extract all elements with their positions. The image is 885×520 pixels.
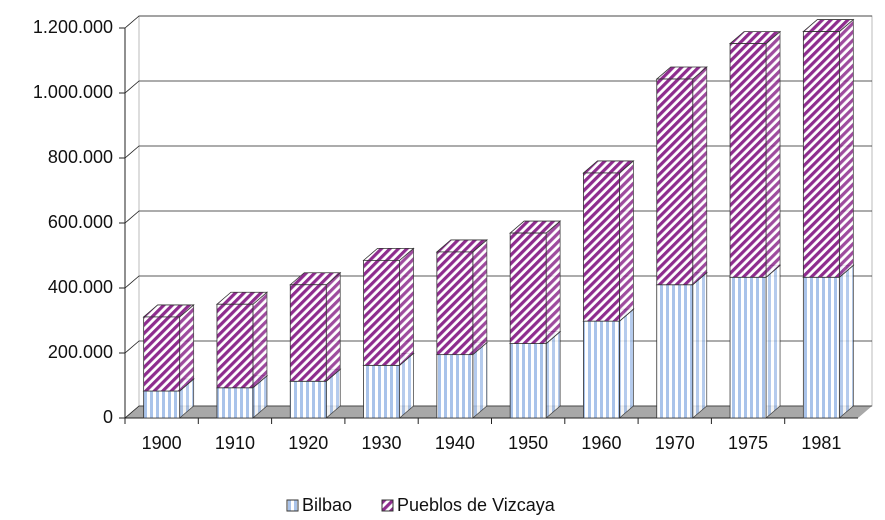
bar-side bbox=[765, 30, 781, 279]
y-tick-label: 400.000 bbox=[48, 277, 113, 297]
bar-side bbox=[838, 18, 854, 279]
y-tick-label: 0 bbox=[103, 407, 113, 427]
grid-line bbox=[124, 15, 872, 29]
legend-label: Pueblos de Vizcaya bbox=[397, 495, 556, 515]
bar bbox=[289, 284, 327, 382]
x-tick-label: 1940 bbox=[435, 433, 475, 453]
grid-line bbox=[124, 145, 872, 159]
bar-side bbox=[765, 264, 781, 419]
y-tick-label: 1.000.000 bbox=[33, 82, 113, 102]
x-tick-label: 1930 bbox=[362, 433, 402, 453]
y-tick-label: 800.000 bbox=[48, 147, 113, 167]
x-tick-label: 1975 bbox=[728, 433, 768, 453]
legend-swatch bbox=[286, 499, 299, 512]
bar bbox=[729, 43, 767, 278]
bar bbox=[363, 364, 400, 419]
legend-label: Bilbao bbox=[302, 495, 352, 515]
y-tick-label: 1.200.000 bbox=[33, 17, 113, 37]
bar-side bbox=[325, 271, 341, 383]
bar-side bbox=[399, 247, 414, 367]
bar bbox=[363, 259, 400, 366]
bar bbox=[656, 78, 694, 286]
x-tick-label: 1960 bbox=[581, 433, 621, 453]
bar bbox=[656, 284, 694, 419]
y-tick-label: 600.000 bbox=[48, 212, 113, 232]
y-tick-label: 200.000 bbox=[48, 342, 113, 362]
bar bbox=[216, 303, 254, 389]
bar-side bbox=[472, 341, 488, 419]
grid-line bbox=[124, 80, 872, 94]
bar-side bbox=[545, 330, 561, 419]
bar bbox=[583, 172, 620, 322]
bar-side bbox=[252, 291, 268, 389]
legend-swatch bbox=[381, 499, 394, 512]
bar bbox=[509, 232, 547, 344]
bar-side bbox=[692, 271, 708, 419]
bar-side bbox=[545, 220, 561, 345]
bar bbox=[802, 31, 840, 278]
bar bbox=[802, 276, 840, 419]
x-tick-label: 1970 bbox=[655, 433, 695, 453]
x-tick-label: 1950 bbox=[508, 433, 548, 453]
bar-side bbox=[619, 308, 634, 419]
bar-side bbox=[692, 66, 708, 286]
bar bbox=[436, 354, 474, 419]
bar bbox=[289, 380, 327, 419]
bar bbox=[583, 320, 620, 419]
bar bbox=[216, 387, 254, 419]
bar-side bbox=[619, 160, 634, 323]
bar-side bbox=[838, 264, 854, 419]
bar bbox=[729, 276, 767, 419]
bar bbox=[436, 251, 474, 356]
bar bbox=[509, 343, 547, 419]
bar bbox=[143, 316, 181, 392]
x-tick-label: 1920 bbox=[288, 433, 328, 453]
x-tick-label: 1900 bbox=[142, 433, 182, 453]
bar bbox=[143, 390, 181, 419]
bar-side bbox=[179, 304, 195, 392]
bar-side bbox=[472, 239, 488, 356]
x-tick-label: 1981 bbox=[801, 433, 841, 453]
x-tick-label: 1910 bbox=[215, 433, 255, 453]
